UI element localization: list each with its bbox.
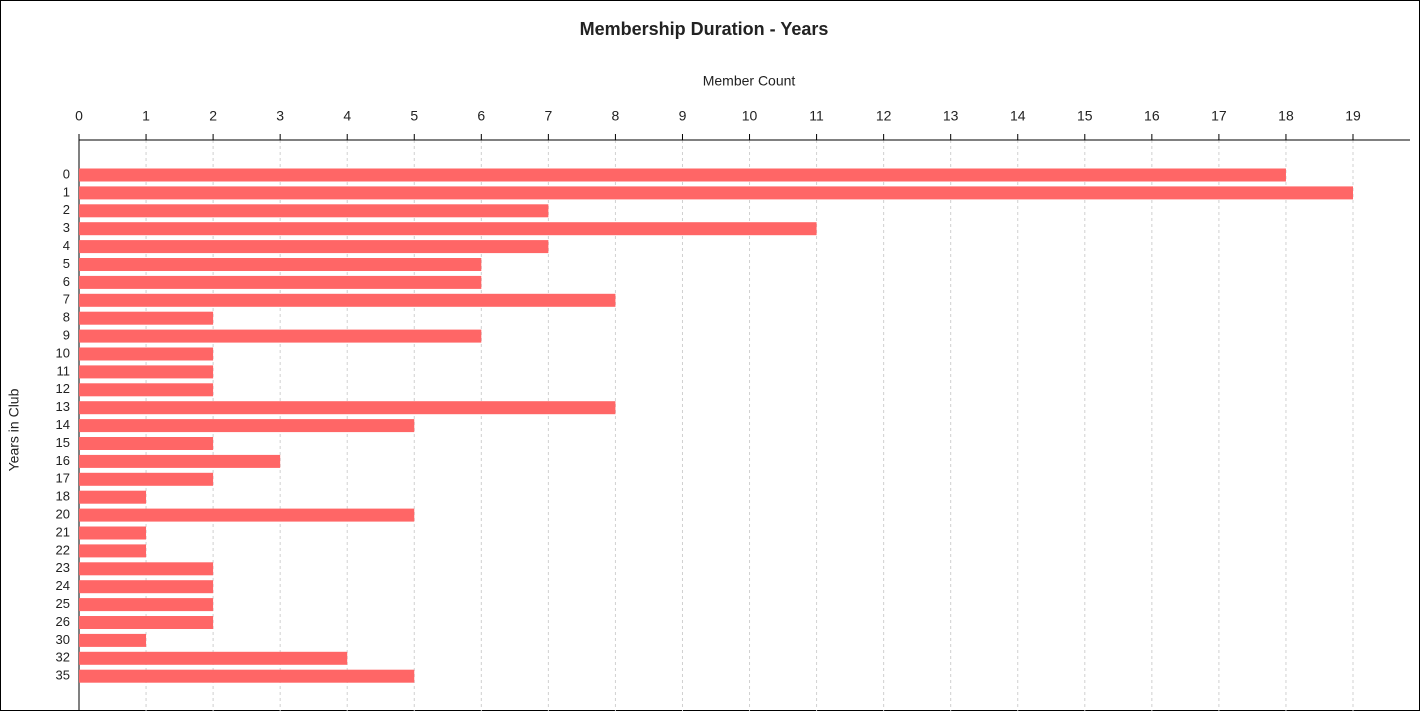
bar: [79, 204, 549, 218]
y-tick-label: 13: [56, 399, 70, 414]
bar: [79, 168, 1286, 182]
x-tick-label: 1: [142, 108, 150, 124]
bar: [79, 616, 214, 629]
y-tick-label: 11: [57, 363, 71, 378]
bar: [79, 562, 214, 576]
x-tick-label: 18: [1278, 108, 1294, 124]
y-tick-label: 30: [56, 632, 70, 647]
bar: [79, 544, 147, 558]
y-tick-label: 26: [56, 614, 70, 629]
y-tick-label: 16: [56, 453, 70, 468]
y-tick-label: 18: [56, 489, 70, 504]
y-tick-label: 6: [63, 274, 70, 289]
bar: [79, 186, 1354, 200]
bar: [79, 222, 817, 236]
y-tick-label: 22: [56, 542, 70, 557]
y-tick-label: 24: [56, 578, 70, 593]
x-tick-label: 6: [477, 108, 485, 124]
bar: [79, 651, 348, 665]
x-tick-label: 17: [1211, 108, 1227, 124]
y-tick-label: 9: [63, 328, 70, 343]
x-tick-label: 13: [943, 108, 959, 124]
y-tick-label: 2: [63, 202, 70, 217]
x-tick-label: 5: [410, 108, 418, 124]
x-tick-label: 7: [544, 108, 552, 124]
bar: [79, 258, 482, 271]
bar: [79, 383, 214, 397]
bar: [79, 275, 482, 289]
bar: [79, 454, 281, 468]
x-tick-label: 12: [876, 108, 892, 124]
x-axis-label: Member Count: [703, 73, 796, 89]
x-tick-label: 10: [742, 108, 758, 124]
x-tick-label: 8: [612, 108, 620, 124]
bar: [79, 580, 214, 594]
y-tick-label: 1: [63, 184, 70, 199]
bar: [79, 293, 616, 307]
x-tick-label: 2: [209, 108, 217, 124]
y-tick-label: 12: [56, 381, 70, 396]
x-tick-label: 16: [1144, 108, 1160, 124]
x-tick-label: 3: [276, 108, 284, 124]
y-tick-label: 35: [56, 668, 70, 683]
y-tick-label: 14: [56, 417, 70, 432]
y-tick-label: 21: [56, 524, 70, 539]
y-tick-label: 10: [56, 345, 70, 360]
y-tick-label: 8: [63, 310, 70, 325]
bar: [79, 365, 214, 379]
bar: [79, 329, 482, 343]
x-tick-label: 14: [1010, 108, 1026, 124]
bar: [79, 598, 214, 612]
y-tick-label: 32: [56, 650, 70, 665]
bar: [79, 669, 415, 683]
bar: [79, 240, 549, 254]
y-tick-label: 0: [63, 166, 70, 181]
y-tick-label: 23: [56, 560, 70, 575]
x-tick-label: 19: [1345, 108, 1361, 124]
y-tick-label: 20: [56, 507, 70, 522]
y-tick-label: 3: [63, 220, 70, 235]
x-tick-label: 11: [809, 108, 824, 124]
bar: [79, 472, 214, 486]
bar: [79, 347, 214, 361]
x-tick-label: 4: [343, 108, 351, 124]
bar: [79, 633, 147, 647]
bar: [79, 401, 616, 415]
y-tick-label: 4: [63, 238, 70, 253]
y-tick-label: 5: [63, 256, 70, 271]
y-tick-label: 25: [56, 596, 70, 611]
x-tick-label: 9: [679, 108, 687, 124]
x-tick-label: 0: [75, 108, 83, 124]
y-axis-label: Years in Club: [6, 388, 22, 471]
y-tick-label: 7: [63, 292, 70, 307]
y-tick-label: 15: [56, 435, 70, 450]
y-tick-label: 17: [56, 471, 70, 486]
chart-title: Membership Duration - Years: [580, 19, 829, 39]
bar: [79, 419, 415, 433]
bar: [79, 437, 214, 450]
bar: [79, 311, 214, 325]
bar: [79, 508, 415, 522]
bar: [79, 490, 147, 504]
x-tick-label: 15: [1077, 108, 1093, 124]
bar: [79, 526, 147, 540]
